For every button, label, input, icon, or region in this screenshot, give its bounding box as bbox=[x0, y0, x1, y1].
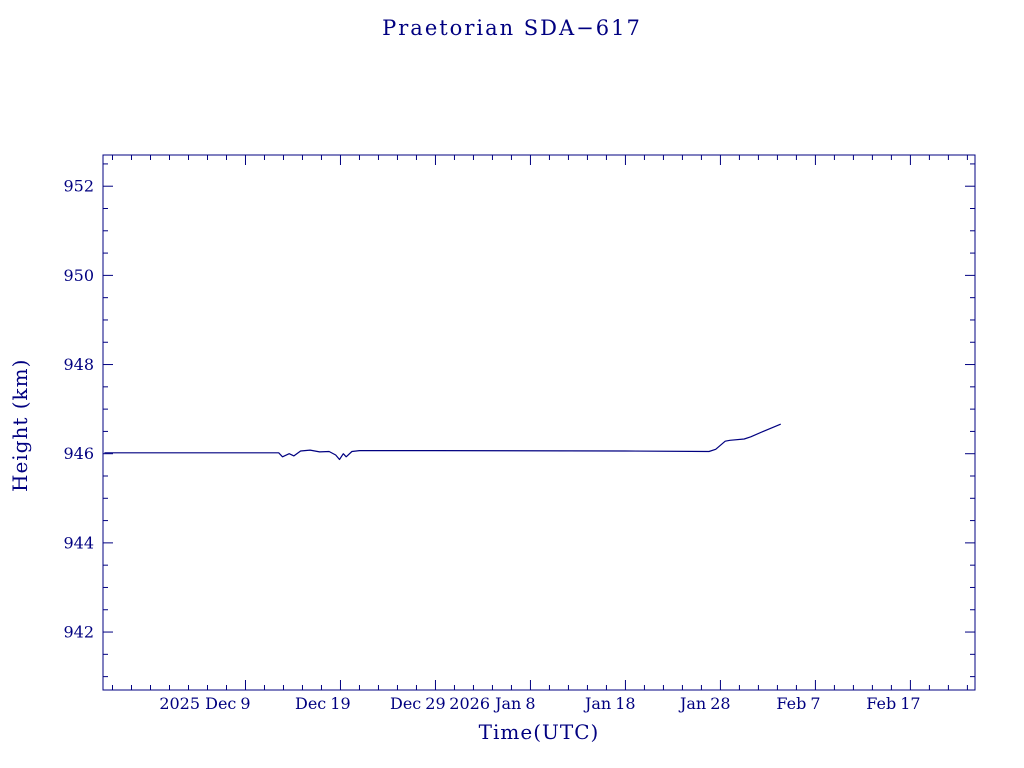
y-tick-label: 952 bbox=[63, 177, 94, 196]
x-tick-label: 28 bbox=[710, 694, 730, 713]
y-tick-label: 942 bbox=[63, 623, 94, 642]
y-tick-label: 950 bbox=[63, 266, 94, 285]
x-tick-label-prefix: 2026 Jan bbox=[449, 694, 521, 713]
x-tick-label-prefix: Feb bbox=[866, 694, 896, 713]
y-tick-label: 944 bbox=[63, 533, 94, 552]
x-tick-label: 7 bbox=[810, 694, 820, 713]
x-tick-label: 17 bbox=[900, 694, 920, 713]
x-tick-label: 19 bbox=[330, 694, 350, 713]
x-tick-label: 29 bbox=[425, 694, 445, 713]
x-axis-label: Time(UTC) bbox=[478, 720, 600, 744]
y-tick-label: 946 bbox=[63, 444, 94, 463]
y-tick-label: 948 bbox=[63, 355, 94, 374]
x-tick-label-prefix: Jan bbox=[678, 694, 706, 713]
x-tick-label-prefix: Dec bbox=[390, 694, 421, 713]
plot-border bbox=[102, 154, 976, 691]
x-tick-label: 9 bbox=[240, 694, 250, 713]
x-tick-label: 18 bbox=[615, 694, 635, 713]
x-tick-label-prefix: 2025 Dec bbox=[159, 694, 236, 713]
x-tick-label-prefix: Jan bbox=[583, 694, 611, 713]
chart-title: Praetorian SDA−617 bbox=[382, 16, 642, 40]
x-tick-label-prefix: Dec bbox=[295, 694, 326, 713]
x-tick-label-prefix: Feb bbox=[776, 694, 806, 713]
data-line bbox=[104, 423, 781, 461]
x-tick-label: 8 bbox=[525, 694, 535, 713]
